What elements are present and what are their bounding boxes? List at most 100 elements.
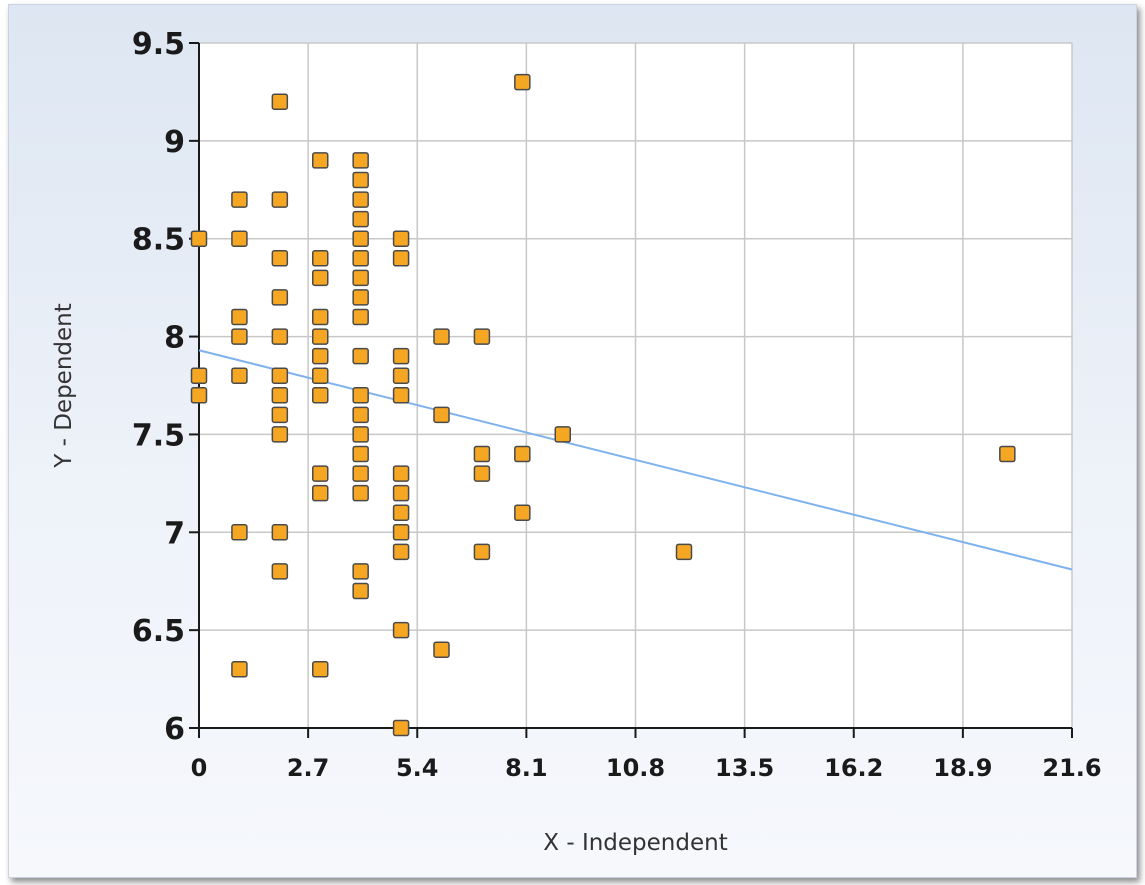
y-tick-label: 7 (164, 516, 185, 551)
tick-labels: 0 2.7 5.4 8.1 10.8 13.5 16.2 18.9 21.6 6 6.5 7 7.5 8 8… (132, 27, 1102, 782)
data-point (271, 250, 289, 267)
data-point (312, 347, 329, 365)
data-point (352, 269, 369, 287)
data-point (312, 269, 329, 287)
x-tick-label: 18.9 (933, 754, 992, 782)
scatter-chart: 0 2.7 5.4 8.1 10.8 13.5 16.2 18.9 21.6 6 6.5 7 7.5 8 8… (51, 27, 1102, 856)
data-point (352, 387, 369, 404)
x-tick-label: 2.7 (287, 754, 330, 782)
data-point (190, 387, 208, 404)
grid-lines (199, 42, 1073, 728)
data-point (473, 445, 491, 463)
x-tick-label: 0 (191, 754, 208, 782)
data-point (392, 504, 410, 521)
data-point (352, 191, 369, 208)
data-point (312, 367, 329, 384)
data-point (312, 152, 329, 169)
data-point (514, 504, 531, 521)
data-point (271, 563, 289, 580)
data-point (271, 93, 289, 110)
chart-frame: 0 2.7 5.4 8.1 10.8 13.5 16.2 18.9 21.6 6 6.5 7 7.5 8 8… (8, 4, 1137, 878)
data-point (312, 387, 329, 404)
trend-line-layer (198, 349, 1073, 571)
data-point (271, 328, 289, 345)
data-point (271, 406, 289, 424)
data-point (392, 543, 410, 561)
data-point (190, 230, 208, 247)
y-tick-label: 6 (164, 712, 185, 747)
data-point (190, 367, 208, 384)
data-point (392, 387, 410, 404)
data-point (352, 308, 369, 326)
data-point (271, 387, 289, 404)
y-tick-label: 9.5 (132, 27, 185, 62)
data-point (352, 563, 369, 580)
axes (189, 42, 1073, 738)
data-point (392, 347, 410, 365)
data-point (231, 524, 248, 541)
data-point (231, 367, 248, 384)
data-point (999, 445, 1016, 463)
x-tick-label: 5.4 (396, 754, 439, 782)
data-point (312, 308, 329, 326)
data-point (554, 426, 571, 443)
x-tick-label: 16.2 (824, 754, 883, 782)
data-point (392, 250, 410, 267)
data-point (392, 230, 410, 247)
data-point (312, 465, 329, 482)
data-point (433, 406, 450, 424)
data-point (392, 465, 410, 482)
trend-line (198, 349, 1073, 571)
data-point (352, 484, 369, 502)
data-point (352, 465, 369, 482)
data-point (231, 308, 248, 326)
x-tick-label: 13.5 (715, 754, 774, 782)
data-point (352, 210, 369, 228)
y-tick-label: 9 (164, 125, 185, 160)
data-point (352, 230, 369, 247)
data-point (271, 289, 289, 306)
data-point (433, 641, 450, 658)
data-point (392, 621, 410, 639)
data-point (271, 367, 289, 384)
data-point (231, 661, 248, 678)
data-point (352, 582, 369, 600)
data-point (352, 406, 369, 424)
data-point (352, 347, 369, 365)
data-point (352, 171, 369, 189)
data-point (473, 328, 491, 345)
data-point (473, 543, 491, 561)
data-point (514, 73, 531, 91)
y-axis-title: Y - Dependent (51, 303, 77, 469)
data-point (352, 250, 369, 267)
y-tick-label: 7.5 (132, 418, 185, 453)
x-axis-title: X - Independent (543, 830, 727, 856)
y-tick-label: 6.5 (132, 614, 185, 649)
data-point (271, 191, 289, 208)
data-point (352, 152, 369, 169)
data-point (312, 328, 329, 345)
data-point (271, 524, 289, 541)
x-tick-label: 21.6 (1042, 754, 1101, 782)
data-point (352, 426, 369, 443)
data-point (352, 289, 369, 306)
data-points (190, 73, 1016, 737)
data-point (392, 524, 410, 541)
data-point (675, 543, 693, 561)
data-point (312, 250, 329, 267)
y-tick-label: 8 (164, 321, 185, 356)
data-point (312, 661, 329, 678)
data-point (312, 484, 329, 502)
data-point (392, 719, 410, 737)
data-point (271, 426, 289, 443)
data-point (231, 191, 248, 208)
x-tick-label: 10.8 (606, 754, 665, 782)
data-point (392, 484, 410, 502)
data-point (352, 445, 369, 463)
data-point (433, 328, 450, 345)
x-tick-label: 8.1 (505, 754, 548, 782)
data-point (473, 465, 491, 482)
y-tick-label: 8.5 (132, 223, 185, 258)
data-point (514, 445, 531, 463)
data-point (231, 230, 248, 247)
